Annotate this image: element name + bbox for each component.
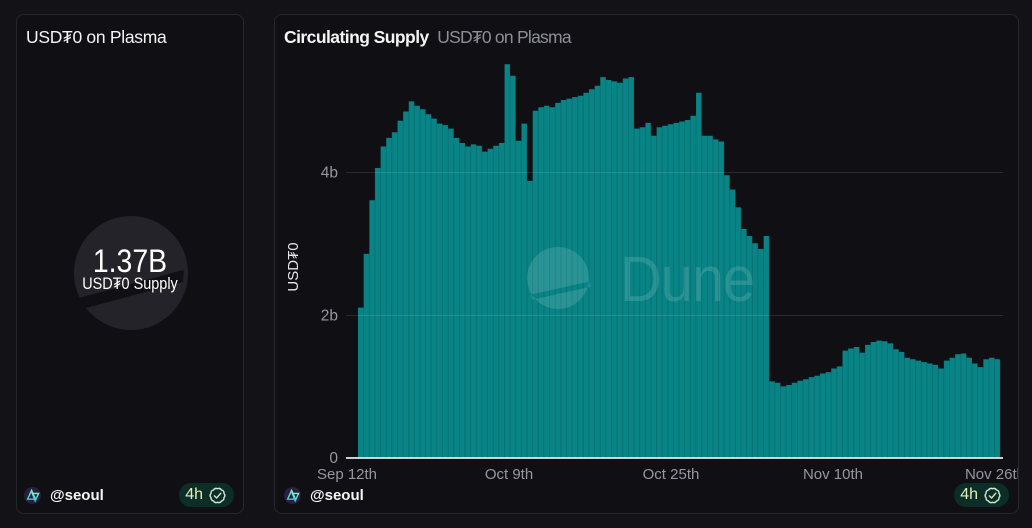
svg-text:4b: 4b [321,165,338,182]
svg-text:Oct 9th: Oct 9th [485,466,533,483]
svg-text:Sep 12th: Sep 12th [317,466,377,483]
svg-text:Nov 10th: Nov 10th [803,466,863,483]
svg-text:Dune: Dune [620,243,754,314]
svg-text:Nov 26th: Nov 26th [965,466,1018,483]
svg-text:Oct 25th: Oct 25th [643,466,700,483]
svg-text:0: 0 [329,450,338,467]
svg-text:USD₮0: USD₮0 [285,242,302,291]
svg-text:2b: 2b [321,308,338,325]
